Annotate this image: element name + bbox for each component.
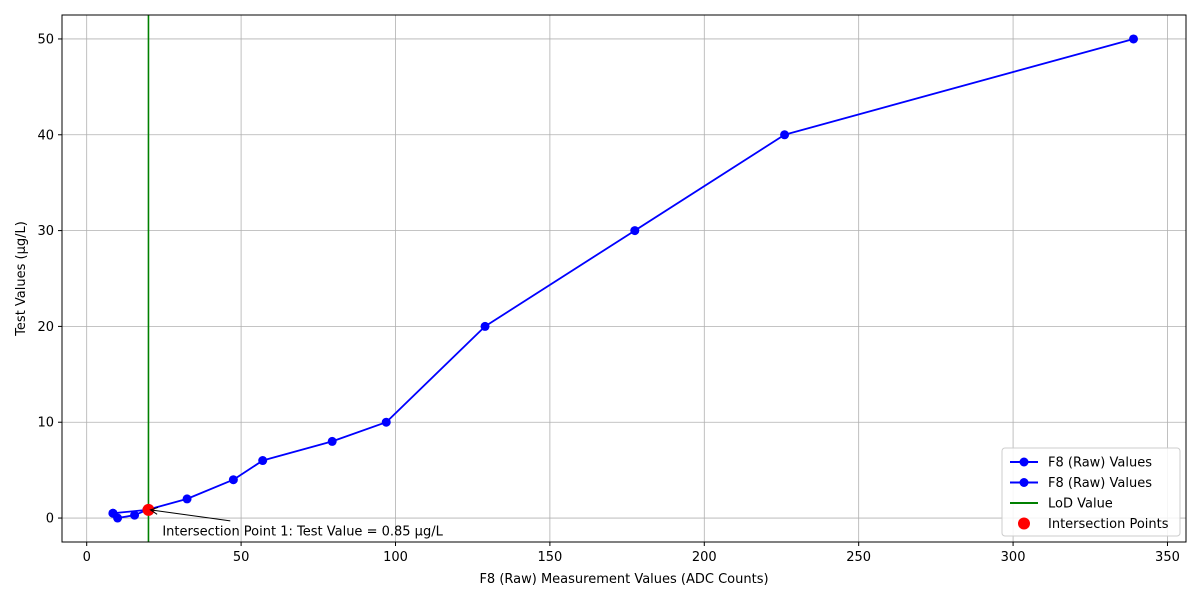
legend-marker-series-1 (1019, 457, 1029, 467)
series-1-point (327, 436, 337, 446)
grid (62, 15, 1186, 542)
series-1-point (182, 494, 192, 504)
legend: F8 (Raw) Values F8 (Raw) Values LoD Valu… (1001, 447, 1181, 537)
x-tick-label: 150 (537, 550, 562, 565)
annotation-arrow (150, 509, 231, 522)
x-tick-label: 50 (233, 550, 250, 565)
legend-entry-intersection: Intersection Points (1018, 517, 1169, 532)
y-axis-label: Test Values (µg/L) (14, 221, 29, 337)
x-tick-label: 200 (692, 550, 717, 565)
annotation-text: Intersection Point 1: Test Value = 0.85 … (162, 525, 443, 540)
legend-marker-intersection (1018, 517, 1030, 530)
series-1-point (130, 510, 140, 520)
legend-label-intersection: Intersection Points (1048, 517, 1169, 532)
axis-ticks: 0 50 100 150 200 250 300 350 0 10 20 30 40 50 (37, 32, 1179, 565)
legend-marker-series-2 (1019, 478, 1029, 487)
x-axis-label: F8 (Raw) Measurement Values (ADC Counts) (479, 572, 768, 587)
y-tick-label: 40 (37, 128, 54, 143)
series-1-point (630, 226, 640, 236)
x-tick-label: 300 (1001, 550, 1026, 565)
annotation-layer: Intersection Point 1: Test Value = 0.85 … (149, 506, 444, 540)
x-tick-label: 250 (846, 550, 871, 565)
y-tick-label: 20 (37, 320, 54, 335)
y-tick-label: 0 (46, 512, 54, 527)
x-tick-label: 350 (1155, 550, 1180, 565)
y-tick-label: 30 (37, 224, 54, 239)
series-2-point (108, 508, 118, 518)
series-1-point (780, 130, 790, 140)
series-1-point (381, 417, 391, 427)
series-1-point (258, 456, 268, 466)
legend-entry-series-2: F8 (Raw) Values (1010, 476, 1152, 491)
intersection-points-layer (142, 503, 155, 516)
y-tick-label: 50 (37, 32, 54, 47)
series-line-2 (112, 509, 148, 515)
legend-entry-series-1: F8 (Raw) Values (1010, 456, 1152, 471)
legend-entry-lod: LoD Value (1010, 497, 1113, 512)
series-1-point (228, 475, 238, 485)
series-1-point (1129, 34, 1139, 44)
x-tick-label: 0 (83, 550, 91, 565)
intersection-point (142, 503, 155, 516)
legend-label-series-1: F8 (Raw) Values (1048, 456, 1152, 471)
annotation-arrowhead (149, 506, 159, 515)
legend-label-series-2: F8 (Raw) Values (1048, 476, 1152, 491)
plot-frame (61, 14, 1187, 543)
x-tick-label: 100 (383, 550, 408, 565)
legend-box (1001, 447, 1181, 537)
legend-label-lod: LoD Value (1048, 497, 1113, 512)
y-tick-label: 10 (37, 416, 54, 431)
series-1-point (480, 321, 490, 331)
